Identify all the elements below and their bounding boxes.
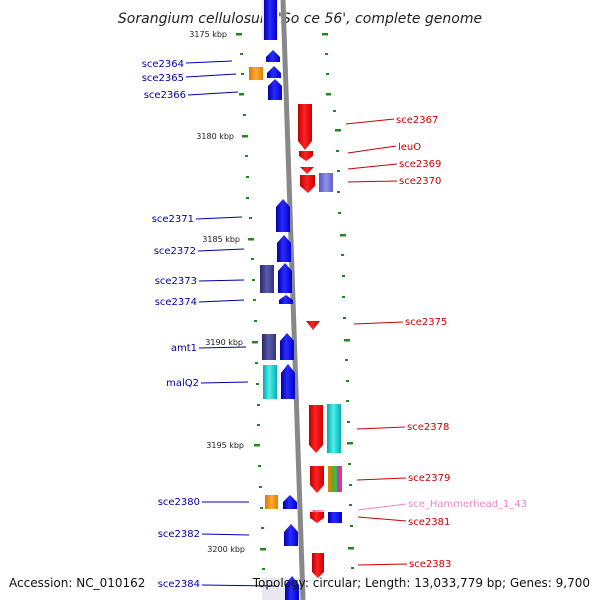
gene-purple-sce2370[interactable] xyxy=(319,173,333,192)
label-amt1[interactable]: amt1 xyxy=(171,343,197,354)
label-sce2369[interactable]: sce2369 xyxy=(399,159,441,170)
gene-sce2369[interactable] xyxy=(300,167,314,174)
gene-multicolor-sce2379[interactable] xyxy=(328,466,342,492)
label-sce2364[interactable]: sce2364 xyxy=(142,59,184,70)
gene-orange-sce2380[interactable] xyxy=(265,495,278,509)
gene-sce2373[interactable] xyxy=(278,263,292,293)
gene-sce2371[interactable] xyxy=(276,199,290,232)
label-sce2378[interactable]: sce2378 xyxy=(407,422,449,433)
label-sce-hammerhead[interactable]: sce_Hammerhead_1_43 xyxy=(408,499,527,510)
gene-sce2367[interactable] xyxy=(298,104,312,150)
label-sce2381[interactable]: sce2381 xyxy=(408,517,450,528)
gene-sce2384[interactable] xyxy=(285,576,299,600)
label-leuO[interactable]: leuO xyxy=(398,142,421,153)
genome-info-text: Topology: circular; Length: 13,033,779 b… xyxy=(252,576,590,590)
left-leader-lines xyxy=(185,60,277,587)
label-sce2366[interactable]: sce2366 xyxy=(144,90,186,101)
label-sce2375[interactable]: sce2375 xyxy=(405,317,447,328)
label-sce2370[interactable]: sce2370 xyxy=(399,176,441,187)
label-sce2384[interactable]: sce2384 xyxy=(158,579,200,590)
label-sce2380[interactable]: sce2380 xyxy=(158,497,200,508)
gene-cyan-sce2378[interactable] xyxy=(327,404,341,453)
label-sce2379[interactable]: sce2379 xyxy=(408,473,450,484)
gene-sce2381[interactable] xyxy=(310,512,324,523)
gene-sce2383[interactable] xyxy=(312,553,324,578)
gene-navy-amt1[interactable] xyxy=(262,334,276,360)
label-sce2382[interactable]: sce2382 xyxy=(158,529,200,540)
scale-ticks-left xyxy=(236,33,266,570)
scale-labels: 3175 kbp 3180 kbp 3185 kbp 3190 kbp 3195… xyxy=(189,30,245,554)
label-sce2383[interactable]: sce2383 xyxy=(409,559,451,570)
label-sce2374[interactable]: sce2374 xyxy=(155,297,197,308)
accession-text: Accession: NC_010162 xyxy=(9,576,145,590)
gene-navy-sce2373[interactable] xyxy=(260,265,274,293)
reverse-strand-genes xyxy=(298,104,342,578)
gene-blue-sce2381[interactable] xyxy=(328,512,342,523)
gene-sce2365[interactable] xyxy=(267,66,281,78)
scale-label-3180: 3180 kbp xyxy=(196,132,234,141)
scale-label-3175: 3175 kbp xyxy=(189,30,227,39)
gene-sce2366[interactable] xyxy=(268,79,282,100)
gene-top-fragment[interactable] xyxy=(264,0,277,40)
gene-sce2380[interactable] xyxy=(283,495,297,509)
gene-malQ2[interactable] xyxy=(281,364,295,399)
left-gene-labels: sce2364 sce2365 sce2366 sce2371 sce2372 … xyxy=(142,59,200,590)
scale-label-3200: 3200 kbp xyxy=(207,545,245,554)
gene-sce2370[interactable] xyxy=(300,175,315,193)
gene-sce2382[interactable] xyxy=(284,524,298,546)
gene-sce2364[interactable] xyxy=(266,50,280,62)
scale-label-3190: 3190 kbp xyxy=(205,338,243,347)
right-gene-labels: sce2367 leuO sce2369 sce2370 sce2375 sce… xyxy=(396,115,527,570)
gene-sce2375[interactable] xyxy=(306,321,320,330)
genome-title: Sorangium cellulosum 'So ce 56', complet… xyxy=(118,11,482,27)
scale-ticks-right xyxy=(322,33,354,569)
leader-hammerhead xyxy=(357,503,407,511)
gene-amt1[interactable] xyxy=(280,333,294,360)
scale-label-3195: 3195 kbp xyxy=(206,441,244,450)
label-sce2365[interactable]: sce2365 xyxy=(142,73,184,84)
gene-sce2379[interactable] xyxy=(310,466,324,493)
gene-sce2372[interactable] xyxy=(277,235,291,262)
label-sce2367[interactable]: sce2367 xyxy=(396,115,438,126)
gene-orange-sce2365[interactable] xyxy=(249,67,263,80)
gene-leuO[interactable] xyxy=(299,151,313,161)
label-malQ2[interactable]: malQ2 xyxy=(166,378,199,389)
gene-cyan-malQ2[interactable] xyxy=(263,365,277,399)
label-sce2372[interactable]: sce2372 xyxy=(154,246,196,257)
scale-label-3185: 3185 kbp xyxy=(202,235,240,244)
right-leader-lines xyxy=(345,118,408,566)
label-sce2373[interactable]: sce2373 xyxy=(155,276,197,287)
label-sce2371[interactable]: sce2371 xyxy=(152,214,194,225)
forward-strand-genes xyxy=(249,0,299,600)
gene-sce2374[interactable] xyxy=(279,295,293,304)
gene-sce2378[interactable] xyxy=(309,405,323,453)
